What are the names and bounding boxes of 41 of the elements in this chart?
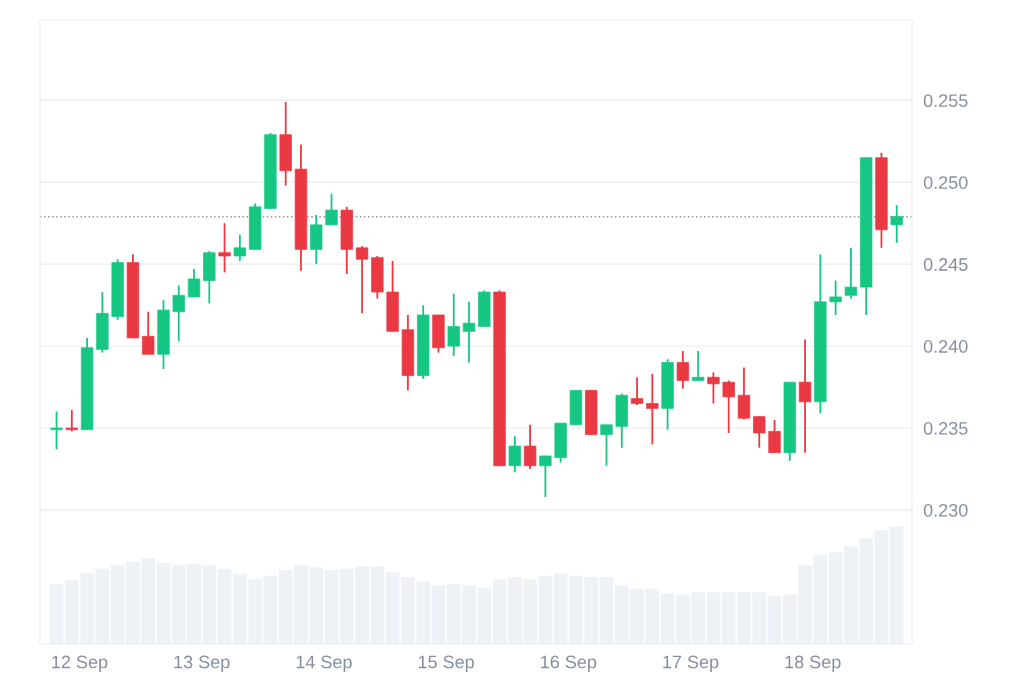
candlestick: [508, 435, 521, 474]
x-tick-label: 15 Sep: [418, 655, 474, 672]
y-tick-label: 0.240: [923, 340, 968, 353]
y-tick-label: 0.250: [923, 176, 968, 189]
candlestick: [462, 300, 476, 364]
candlestick: [325, 192, 338, 226]
x-tick-label: 14 Sep: [296, 655, 352, 672]
x-tick-label: 12 Sep: [52, 655, 108, 672]
candlestick: [233, 233, 247, 262]
candlestick: [65, 409, 78, 433]
candlestick: [50, 410, 63, 451]
candlestick: [890, 204, 903, 244]
candlestick: [753, 415, 766, 449]
candlestick: [646, 373, 659, 446]
y-tick-label: 0.235: [923, 421, 968, 435]
x-tick-label: 16 Sep: [541, 655, 597, 672]
y-tick-label: 0.255: [923, 94, 968, 108]
candlestick: [768, 418, 781, 454]
y-tick-label: 0.245: [923, 258, 968, 271]
x-tick-label: 13 Sep: [174, 655, 230, 672]
candlestick: [844, 246, 858, 300]
candlestick: [691, 350, 705, 382]
candlestick: [829, 279, 842, 316]
candlestick: [187, 268, 201, 298]
candlestick: [218, 222, 231, 274]
candlestick: [600, 423, 613, 467]
candlestick: [722, 379, 735, 434]
candlestick: [737, 366, 751, 421]
candlestick: [142, 310, 155, 356]
candlestick: [798, 338, 812, 454]
candlestick: [355, 245, 369, 315]
candlestick: [447, 292, 460, 357]
x-tick-label: 18 Sep: [785, 655, 841, 672]
candlestick: [707, 371, 720, 405]
candlestick: [539, 455, 552, 498]
candlestick: [630, 376, 644, 407]
x-tick-label: 17 Sep: [663, 655, 719, 672]
y-tick-label: 0.230: [923, 503, 968, 517]
candlestick: [676, 350, 690, 390]
candlestick: [523, 423, 537, 470]
candlestick: [172, 284, 185, 343]
